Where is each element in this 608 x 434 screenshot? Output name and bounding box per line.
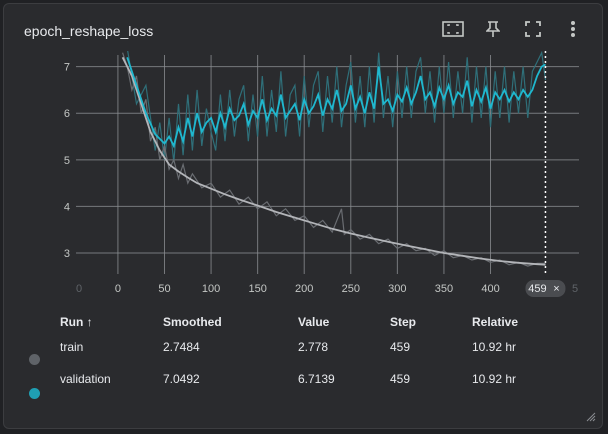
value: 6.7139 xyxy=(298,372,335,386)
x-tick-label: 300 xyxy=(388,283,406,295)
validation-smoothed-line xyxy=(126,57,546,149)
y-tick-label: 5 xyxy=(64,155,70,167)
cursor-close-icon[interactable]: × xyxy=(553,283,559,295)
smoothed-value: 2.7484 xyxy=(163,340,200,354)
train-smoothed-line xyxy=(121,56,546,266)
pin-icon xyxy=(486,21,500,37)
y-tick-label: 4 xyxy=(64,201,70,213)
more-options-button[interactable] xyxy=(562,18,584,40)
card-toolbar xyxy=(442,18,584,40)
col-relative-header[interactable]: Relative xyxy=(472,315,519,329)
x-tick-label-ghost: 0 xyxy=(76,283,82,295)
pin-button[interactable] xyxy=(482,18,504,40)
col-run-header[interactable]: Run ↑ xyxy=(60,315,93,329)
fullscreen-icon xyxy=(525,21,541,37)
y-tick-label: 7 xyxy=(64,62,70,74)
y-tick-label: 3 xyxy=(64,248,70,260)
fit-domain-icon xyxy=(442,21,464,37)
value: 2.778 xyxy=(298,340,329,354)
card-title: epoch_reshape_loss xyxy=(24,23,154,39)
step: 459 xyxy=(390,372,411,386)
col-step-header[interactable]: Step xyxy=(390,315,417,329)
col-smoothed-header[interactable]: Smoothed xyxy=(163,315,222,329)
run-name: validation xyxy=(60,372,111,386)
fit-domain-button[interactable] xyxy=(442,18,464,40)
x-tick-label: 350 xyxy=(435,283,453,295)
cursor-step-label: 459 xyxy=(528,283,546,295)
line-chart[interactable]: 3 4 5 6 7 0 50 100 150 200 250 300 350 400 0 5 459 × xyxy=(4,4,604,304)
run-name: train xyxy=(60,340,84,354)
x-tick-label-ghost: 5 xyxy=(572,283,578,295)
runs-table: Run ↑ Smoothed Value Step Relative train… xyxy=(4,4,604,430)
step: 459 xyxy=(390,340,411,354)
chart-cursor: 459 × xyxy=(525,51,566,297)
relative-time: 10.92 hr xyxy=(472,372,517,386)
x-tick-label: 50 xyxy=(158,283,170,295)
validation-color-swatch[interactable] xyxy=(29,388,40,399)
x-tick-label: 250 xyxy=(342,283,360,295)
x-tick-label: 0 xyxy=(115,283,121,295)
resize-handle-icon[interactable] xyxy=(586,412,596,422)
relative-time: 10.92 hr xyxy=(472,340,517,354)
x-tick-label: 150 xyxy=(248,283,266,295)
train-color-swatch[interactable] xyxy=(29,354,40,365)
fullscreen-button[interactable] xyxy=(522,18,544,40)
more-vert-icon xyxy=(571,21,575,37)
chart-axis-labels: 3 4 5 6 7 0 50 100 150 200 250 300 350 400 0 5 xyxy=(64,62,578,295)
y-tick-label: 6 xyxy=(64,108,70,120)
x-tick-label: 100 xyxy=(202,283,220,295)
smoothed-value: 7.0492 xyxy=(163,372,200,386)
scalar-card: epoch_reshape_loss 3 4 xyxy=(3,3,603,429)
chart-series xyxy=(121,51,547,267)
cursor-step-badge xyxy=(525,280,566,297)
chart-grid xyxy=(76,55,579,274)
col-value-header[interactable]: Value xyxy=(298,315,330,329)
x-tick-label: 200 xyxy=(295,283,313,295)
x-tick-label: 400 xyxy=(481,283,499,295)
